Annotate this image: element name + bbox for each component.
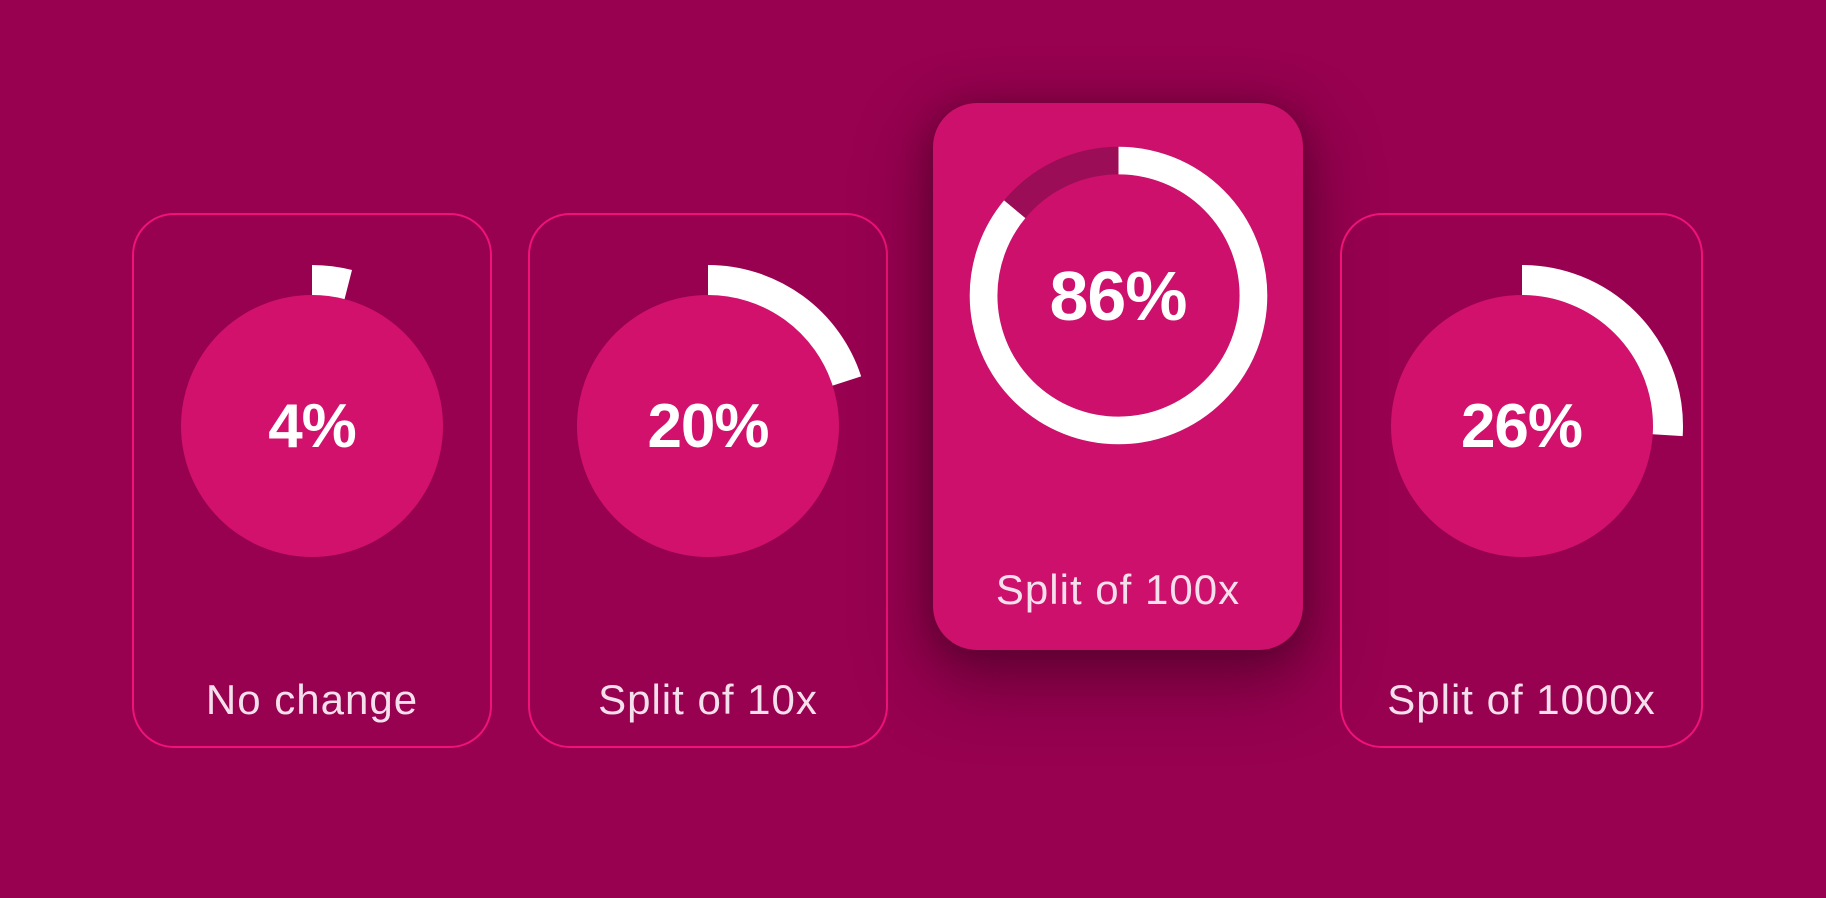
option-card-split-10x[interactable]: 20% Split of 10x xyxy=(528,213,888,748)
donut-progress-ring xyxy=(1360,265,1683,587)
donut-progress-ring xyxy=(547,265,869,587)
donut-chart xyxy=(1360,265,1683,587)
donut-chart xyxy=(969,146,1267,445)
donut-progress-ring xyxy=(151,265,473,587)
donut-gauge: 86% xyxy=(966,143,1271,448)
card-caption: Split of 10x xyxy=(598,675,818,723)
option-card-no-change[interactable]: 4% No change xyxy=(132,213,492,748)
donut-gauge: 4% xyxy=(147,261,477,591)
card-caption: Split of 1000x xyxy=(1387,675,1656,723)
donut-fill-circle xyxy=(1390,295,1653,557)
donut-gauge: 26% xyxy=(1357,261,1687,591)
donut-fill-circle xyxy=(996,174,1240,417)
donut-chart xyxy=(151,265,473,587)
option-card-split-100x-selected[interactable]: 86% Split of 100x xyxy=(933,103,1303,650)
card-caption: No change xyxy=(205,675,419,723)
donut-chart xyxy=(547,265,869,587)
option-card-split-1000x[interactable]: 26% Split of 1000x xyxy=(1340,213,1703,748)
card-caption: Split of 100x xyxy=(995,565,1241,613)
donut-gauge: 20% xyxy=(543,261,873,591)
donut-progress-ring xyxy=(969,146,1267,445)
donut-fill-circle xyxy=(181,295,443,557)
donut-fill-circle xyxy=(577,295,839,557)
